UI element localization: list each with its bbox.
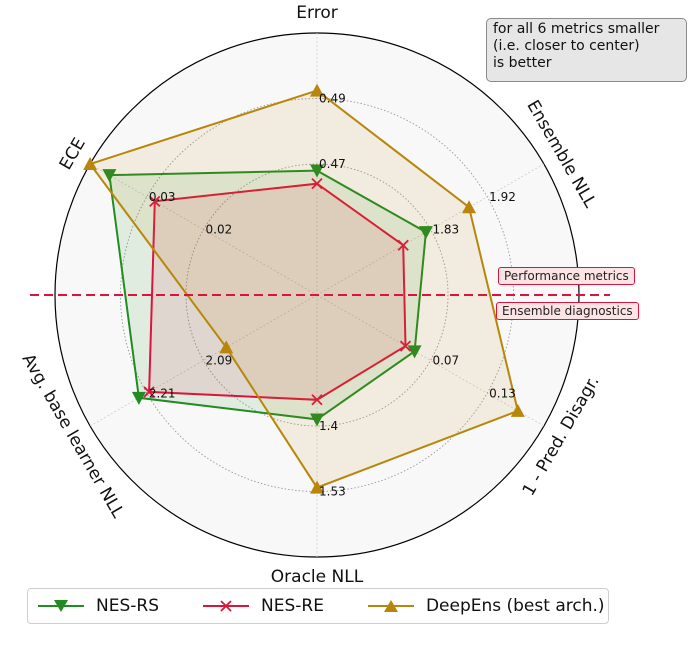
data-point bbox=[311, 394, 323, 406]
data-point bbox=[131, 391, 146, 405]
performance-metrics-tag: Performance metrics bbox=[498, 267, 635, 285]
data-point bbox=[102, 169, 117, 183]
axis-label: Error bbox=[296, 3, 337, 23]
legend-swatch-nes-rs bbox=[38, 600, 84, 612]
grid-ring bbox=[185, 163, 449, 427]
series-2 bbox=[83, 83, 525, 494]
note-box: for all 6 metrics smaller (i.e. closer t… bbox=[486, 18, 687, 82]
legend-swatch-deepens bbox=[367, 600, 414, 612]
tick-label: 0.03 bbox=[149, 190, 176, 204]
legend: NES-RS NES-RE DeepEns (best arch.) bbox=[27, 588, 609, 624]
ensemble-diagnostics-tag: Ensemble diagnostics bbox=[496, 302, 639, 320]
tick-label: 0.02 bbox=[206, 223, 233, 237]
data-point bbox=[407, 345, 422, 359]
tick-label: 1.4 bbox=[319, 419, 338, 433]
data-point bbox=[310, 413, 324, 427]
series-1 bbox=[143, 178, 412, 406]
tick-label: 0.47 bbox=[319, 157, 346, 171]
data-point bbox=[149, 195, 161, 207]
tick-label: 2.21 bbox=[149, 386, 176, 400]
legend-label-nes-re: NES-RE bbox=[261, 596, 324, 616]
data-point bbox=[418, 226, 433, 240]
note-text: for all 6 metrics smaller (i.e. closer t… bbox=[493, 21, 660, 71]
data-point bbox=[143, 386, 155, 398]
tick-label: 0.13 bbox=[489, 386, 516, 400]
data-point bbox=[219, 340, 234, 354]
tick-label: 1.83 bbox=[432, 223, 459, 237]
series-0 bbox=[102, 164, 433, 427]
data-point bbox=[311, 178, 323, 190]
data-point bbox=[462, 200, 477, 214]
data-point bbox=[310, 480, 324, 494]
legend-item-nes-rs: NES-RS bbox=[36, 596, 159, 616]
data-point bbox=[310, 83, 324, 97]
tick-label: 1.53 bbox=[319, 485, 346, 499]
legend-label-nes-rs: NES-RS bbox=[96, 596, 159, 616]
tick-label: 2.09 bbox=[206, 354, 233, 368]
legend-swatch-nes-re bbox=[203, 600, 249, 612]
tick-labels: 0.47 0.49 1.83 1.92 0.07 0.13 1.4 1.53 2.09 2.21 0… bbox=[149, 92, 516, 499]
tick-label: 0.49 bbox=[319, 92, 346, 106]
tick-label: 1.92 bbox=[489, 190, 516, 204]
legend-item-deepens: DeepEns (best arch.) bbox=[366, 596, 605, 616]
data-point bbox=[510, 403, 525, 417]
data-point bbox=[83, 157, 98, 170]
series-layer bbox=[83, 83, 525, 494]
tick-label: 0.07 bbox=[432, 354, 459, 368]
data-point bbox=[397, 239, 409, 251]
legend-item-nes-re: NES-RE bbox=[201, 596, 324, 616]
axis-label: Oracle NLL bbox=[271, 567, 364, 587]
data-point bbox=[310, 164, 324, 178]
legend-label-deepens: DeepEns (best arch.) bbox=[425, 596, 605, 616]
data-point bbox=[399, 340, 412, 352]
